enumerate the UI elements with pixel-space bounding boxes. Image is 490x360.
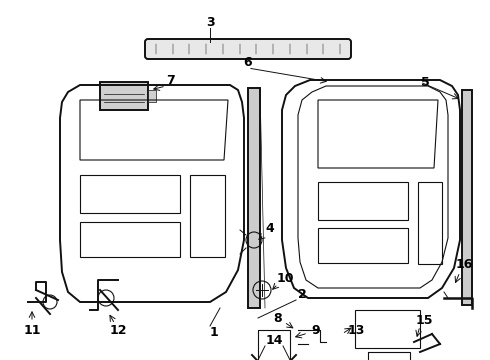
Bar [80,175,180,213]
Bar [355,310,420,348]
Text: 4: 4 [266,221,274,234]
Bar [368,352,410,360]
Bar [318,228,408,263]
Text: 8: 8 [274,311,282,324]
Text: 1: 1 [210,325,219,338]
Bar [148,90,156,102]
Text: 6: 6 [244,55,252,68]
Bar [80,222,180,257]
Bar [318,182,408,220]
Bar [248,88,260,308]
Bar [100,82,148,110]
Text: 9: 9 [312,324,320,337]
Bar [190,175,225,257]
FancyBboxPatch shape [145,39,351,59]
Text: 11: 11 [23,324,41,337]
Text: 12: 12 [109,324,127,337]
Text: 15: 15 [415,314,433,327]
Bar [258,330,290,360]
Text: 10: 10 [276,271,294,284]
Text: 5: 5 [420,76,429,89]
Bar [462,90,472,305]
Text: 16: 16 [455,258,473,271]
Text: 2: 2 [297,288,306,302]
Text: 13: 13 [347,324,365,337]
Text: 3: 3 [206,15,214,28]
Bar [418,182,442,264]
Text: 14: 14 [265,333,283,346]
Text: 7: 7 [166,73,174,86]
